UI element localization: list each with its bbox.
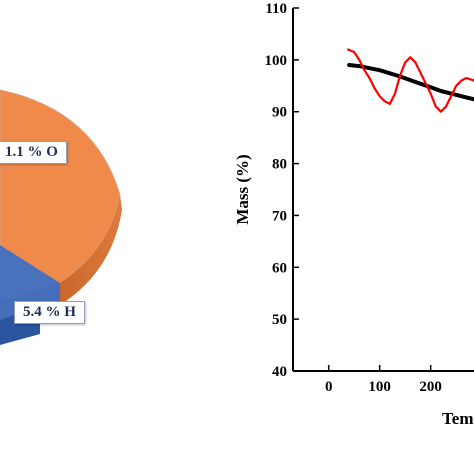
y-tick-label: 50 [272,312,287,328]
y-tick-label: 40 [272,364,287,380]
y-axis-title: Mass (%) [233,154,252,224]
pie-slice-o-edge [60,195,122,305]
x-tick-label: 200 [419,379,442,395]
series-line-black [347,63,474,102]
x-axis-title: Tem [442,409,474,428]
pie-label-h: 5.4 % H [14,301,85,324]
y-tick-label: 60 [272,260,287,276]
series-line-red [347,48,474,113]
y-tick-label: 80 [272,157,287,173]
x-tick-label: 100 [368,379,391,395]
x-tick-label: 0 [325,379,333,395]
series-layer [347,48,474,113]
pie-label-o: 1.1 % O [0,141,67,164]
axes-layer: 40 50 60 70 80 90 100 110 0 100 200 [265,1,474,395]
y-tick-label: 90 [272,105,287,121]
y-tick-label: 110 [265,1,287,17]
label-layer: Mass (%) Tem [233,154,474,428]
y-tick-label: 100 [265,53,288,69]
y-tick-label: 70 [272,208,287,224]
